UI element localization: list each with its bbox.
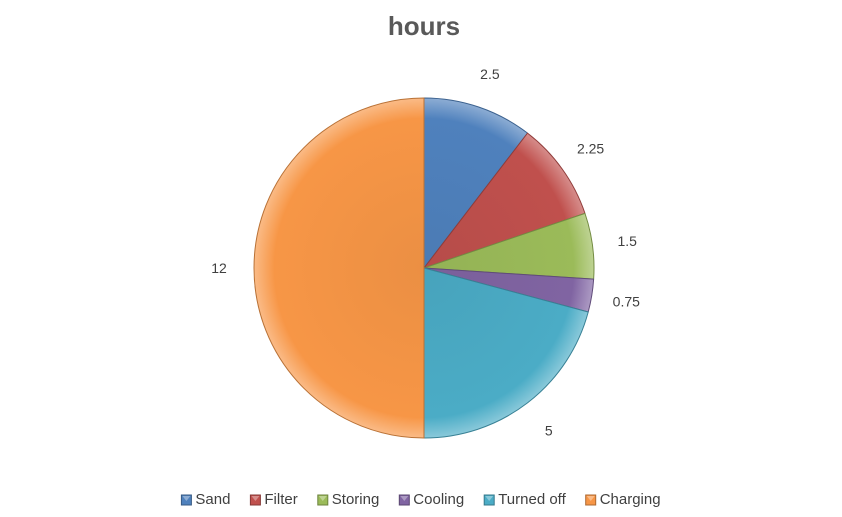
pie-slices [253,97,595,439]
pie-slice-turned-off [423,267,589,439]
legend-swatch-highlight-turned-off [485,496,494,501]
legend-item-charging: Charging [585,491,661,508]
data-label-sand: 2.5 [480,66,500,82]
legend-item-storing: Storing [317,491,380,508]
pie-slice-filter [423,132,586,269]
data-label-storing: 1.5 [617,233,637,249]
legend-label-filter: Filter [264,491,297,508]
data-label-charging: 12 [211,260,227,276]
legend-label-charging: Charging [600,491,661,508]
chart-title: hours [388,11,460,41]
data-labels: 2.5 2.25 1.5 0.75 5 12 [211,66,640,439]
pie-slice-charging [253,97,425,439]
legend-item-cooling: Cooling [398,491,464,508]
legend-swatch-highlight-sand [182,496,191,501]
legend-swatch-highlight-charging [586,496,595,501]
legend-label-sand: Sand [195,491,230,508]
legend-item-sand: Sand [180,491,230,508]
pie-slice-sand [423,97,528,269]
legend-label-turned-off: Turned off [498,491,566,508]
legend-label-storing: Storing [332,491,380,508]
legend-item-filter: Filter [249,491,298,508]
legend-item-turned-off: Turned off [483,491,567,508]
data-label-filter: 2.25 [577,141,604,157]
data-label-turned-off: 5 [545,423,553,439]
legend-swatch-highlight-filter [251,496,260,501]
legend: Sand Filter Storing Cooling Turned off Chargi… [180,491,661,508]
legend-swatch-highlight-cooling [400,496,409,501]
legend-swatch-highlight-storing [318,496,327,501]
legend-label-cooling: Cooling [413,491,464,508]
data-label-cooling: 0.75 [613,293,640,309]
